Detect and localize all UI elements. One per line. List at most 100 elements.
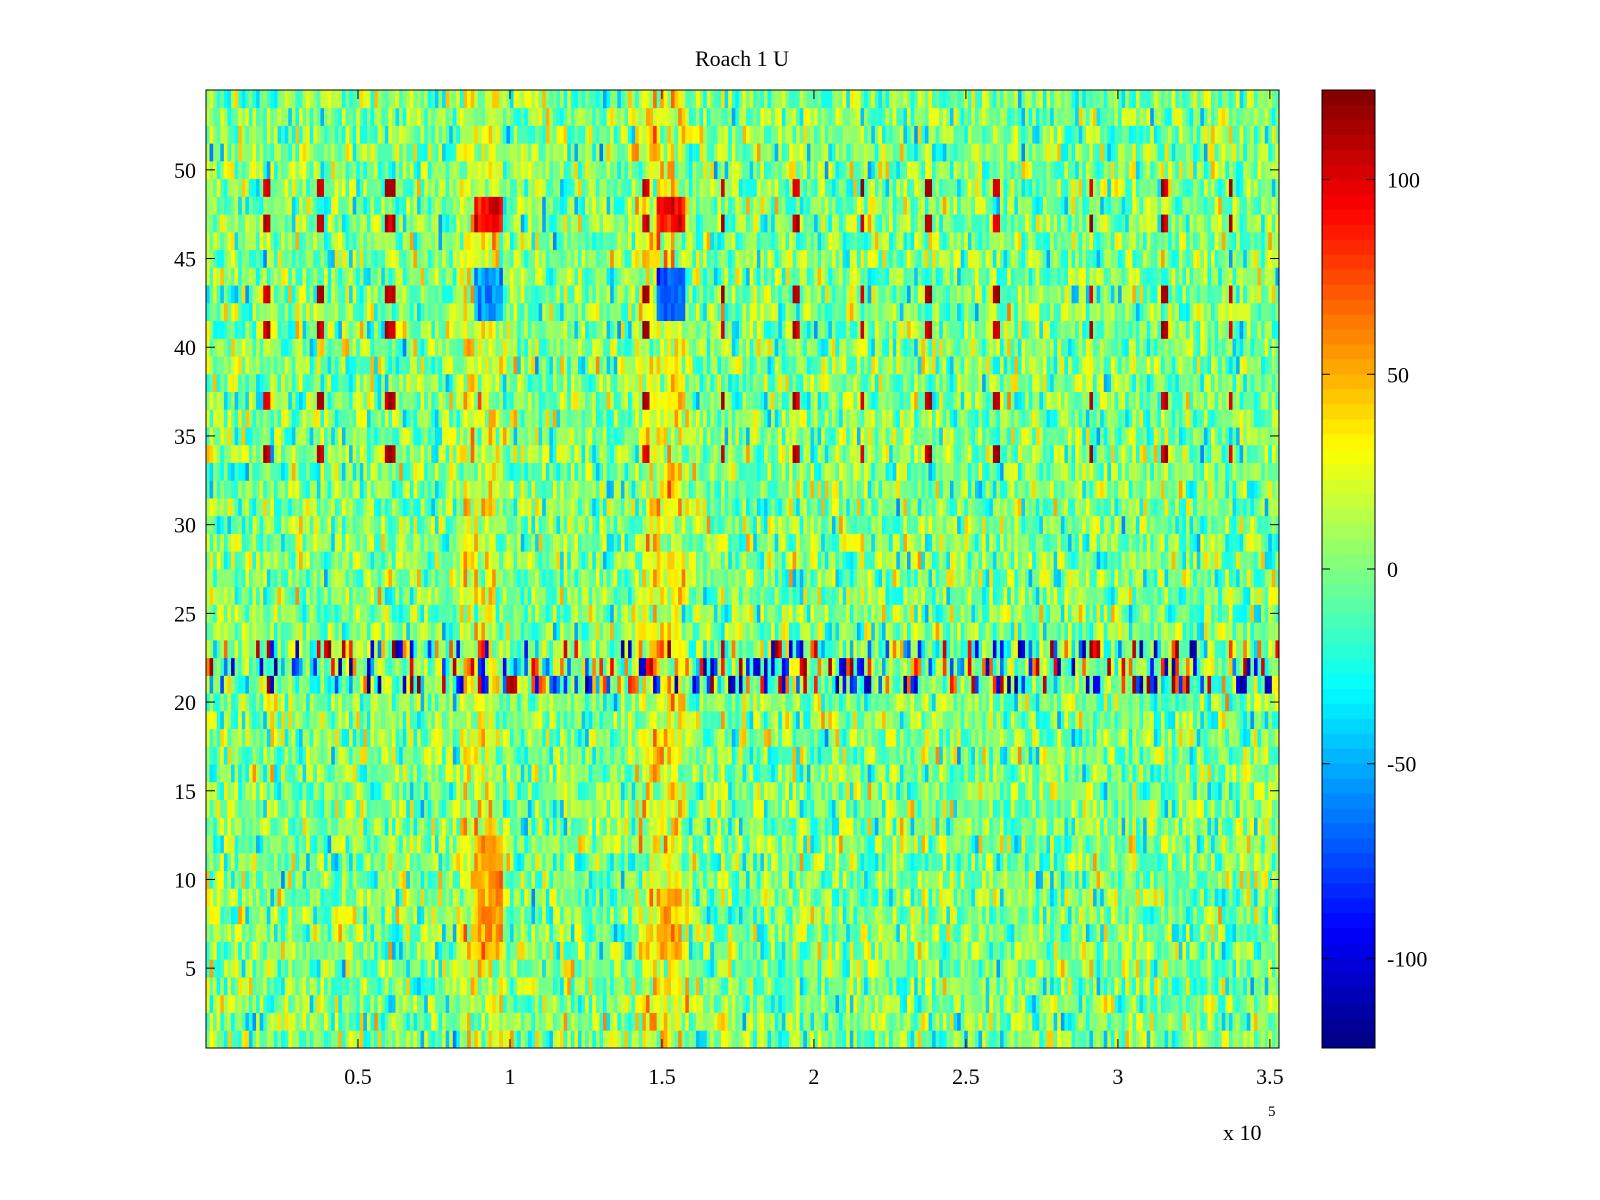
heatmap-cell	[266, 923, 271, 942]
heatmap-cell	[964, 1012, 969, 1031]
heatmap-cell	[846, 852, 851, 871]
heatmap-cell	[1268, 764, 1273, 783]
heatmap-cell	[760, 959, 765, 978]
heatmap-cell	[731, 1012, 736, 1031]
heatmap-cell	[431, 906, 436, 925]
heatmap-cell	[302, 817, 307, 836]
heatmap-cell	[1139, 959, 1144, 978]
heatmap-cell	[345, 977, 350, 996]
heatmap-cell	[449, 817, 454, 836]
heatmap-cell	[527, 870, 532, 889]
heatmap-cell	[771, 852, 776, 871]
heatmap-cell	[667, 977, 672, 996]
heatmap-cell	[710, 852, 715, 871]
heatmap-cell	[1203, 870, 1208, 889]
heatmap-cell	[1039, 959, 1044, 978]
heatmap-cell	[374, 923, 379, 942]
heatmap-cell	[935, 906, 940, 925]
heatmap-cell	[370, 746, 375, 765]
heatmap-cell	[1132, 959, 1137, 978]
heatmap-cell	[545, 870, 550, 889]
heatmap-cell	[1128, 923, 1133, 942]
heatmap-cell	[552, 835, 557, 854]
heatmap-cell	[320, 817, 325, 836]
heatmap-cell	[245, 1030, 250, 1049]
heatmap-cell	[803, 799, 808, 818]
heatmap-cell	[699, 1012, 704, 1031]
heatmap-cell	[735, 941, 740, 960]
heatmap-cell	[549, 746, 554, 765]
heatmap-cell	[295, 1030, 300, 1049]
heatmap-cell	[216, 941, 221, 960]
heatmap-cell	[391, 994, 396, 1013]
heatmap-cell	[957, 941, 962, 960]
heatmap-cell	[642, 781, 647, 801]
heatmap-cell	[1075, 817, 1080, 836]
heatmap-cell	[924, 817, 929, 836]
heatmap-cell	[860, 1030, 865, 1049]
heatmap-cell	[624, 888, 629, 907]
heatmap-cell	[749, 764, 754, 783]
heatmap-cell	[1236, 764, 1241, 783]
heatmap-cell	[1096, 994, 1101, 1013]
heatmap-cell	[885, 941, 890, 960]
heatmap-cell	[281, 817, 286, 836]
heatmap-cell	[760, 994, 765, 1013]
heatmap-cell	[456, 852, 461, 871]
heatmap-cell	[1025, 817, 1030, 836]
heatmap-cell	[810, 994, 815, 1013]
heatmap-cell	[470, 835, 475, 854]
heatmap-cell	[256, 1030, 261, 1049]
heatmap-cell	[871, 959, 876, 978]
heatmap-cell	[234, 906, 239, 925]
heatmap-cell	[395, 959, 400, 978]
heatmap-cell	[964, 870, 969, 889]
heatmap-cell	[1211, 959, 1216, 978]
heatmap-cell	[1000, 888, 1004, 907]
heatmap-cell	[617, 1012, 622, 1031]
heatmap-cell	[524, 888, 529, 907]
heatmap-cell	[731, 746, 736, 765]
heatmap-cell	[306, 746, 311, 765]
heatmap-cell	[538, 870, 543, 889]
heatmap-cell	[1067, 835, 1072, 854]
heatmap-cell	[814, 906, 819, 925]
heatmap-cell	[756, 852, 761, 871]
heatmap-cell	[502, 906, 507, 925]
heatmap-cell	[1118, 888, 1123, 907]
heatmap-cell	[1107, 852, 1112, 871]
heatmap-cell	[903, 1030, 908, 1049]
heatmap-cell	[1075, 977, 1080, 996]
heatmap-cell	[1032, 888, 1037, 907]
heatmap-cell	[585, 977, 590, 996]
heatmap-cell	[524, 764, 529, 783]
heatmap-cell	[738, 817, 743, 836]
heatmap-cell	[935, 941, 940, 960]
heatmap-cell	[778, 941, 783, 960]
heatmap-cell	[753, 1012, 758, 1031]
heatmap-cell	[860, 959, 865, 978]
heatmap-cell	[277, 817, 282, 836]
heatmap-cell	[391, 746, 396, 765]
heatmap-cell	[967, 923, 972, 942]
heatmap-cell	[1025, 888, 1030, 907]
heatmap-cell	[878, 994, 883, 1013]
heatmap-cell	[678, 835, 683, 854]
heatmap-cell	[917, 977, 922, 996]
heatmap-cell	[907, 835, 912, 854]
heatmap-cell	[738, 852, 743, 871]
heatmap-cell	[1168, 941, 1173, 960]
heatmap-cell	[506, 959, 511, 978]
heatmap-cell	[570, 906, 575, 925]
heatmap-cell	[538, 923, 543, 942]
heatmap-cell	[234, 764, 239, 783]
heatmap-cell	[899, 977, 904, 996]
heatmap-cell	[556, 1012, 561, 1031]
heatmap-cell	[231, 870, 236, 889]
heatmap-cell	[1035, 781, 1040, 801]
heatmap-cell	[341, 977, 346, 996]
heatmap-cell	[942, 888, 947, 907]
heatmap-cell	[1157, 923, 1162, 942]
heatmap-cell	[477, 781, 482, 801]
heatmap-cell	[434, 994, 439, 1013]
